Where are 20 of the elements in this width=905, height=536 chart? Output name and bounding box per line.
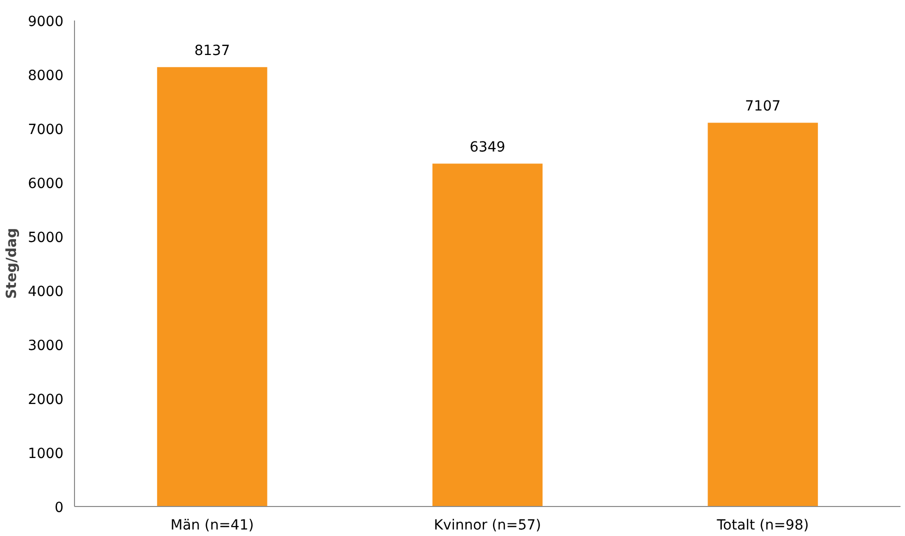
y-tick-label: 4000 — [28, 284, 64, 300]
y-tick-label: 7000 — [28, 122, 64, 138]
data-label: 7107 — [745, 98, 781, 115]
bar — [432, 164, 543, 506]
y-tick-label: 6000 — [28, 176, 64, 192]
y-tick-label: 5000 — [28, 230, 64, 246]
y-tick-label: 0 — [54, 500, 64, 516]
x-tick-label: Män (n=41) — [170, 518, 254, 534]
y-tick-label: 2000 — [28, 392, 64, 408]
bar — [708, 122, 818, 506]
data-label: 8137 — [194, 43, 230, 60]
data-label: 6349 — [470, 140, 506, 156]
y-axis-title: Steg/dag — [4, 228, 20, 299]
y-tick-label: 1000 — [28, 446, 64, 462]
y-tick-label: 8000 — [28, 68, 64, 84]
bar — [157, 67, 268, 506]
y-tick-label: 9000 — [28, 14, 64, 30]
x-tick-label: Kvinnor (n=57) — [434, 518, 542, 534]
x-tick-label: Totalt (n=98) — [716, 518, 809, 534]
y-tick-label: 3000 — [28, 338, 64, 354]
